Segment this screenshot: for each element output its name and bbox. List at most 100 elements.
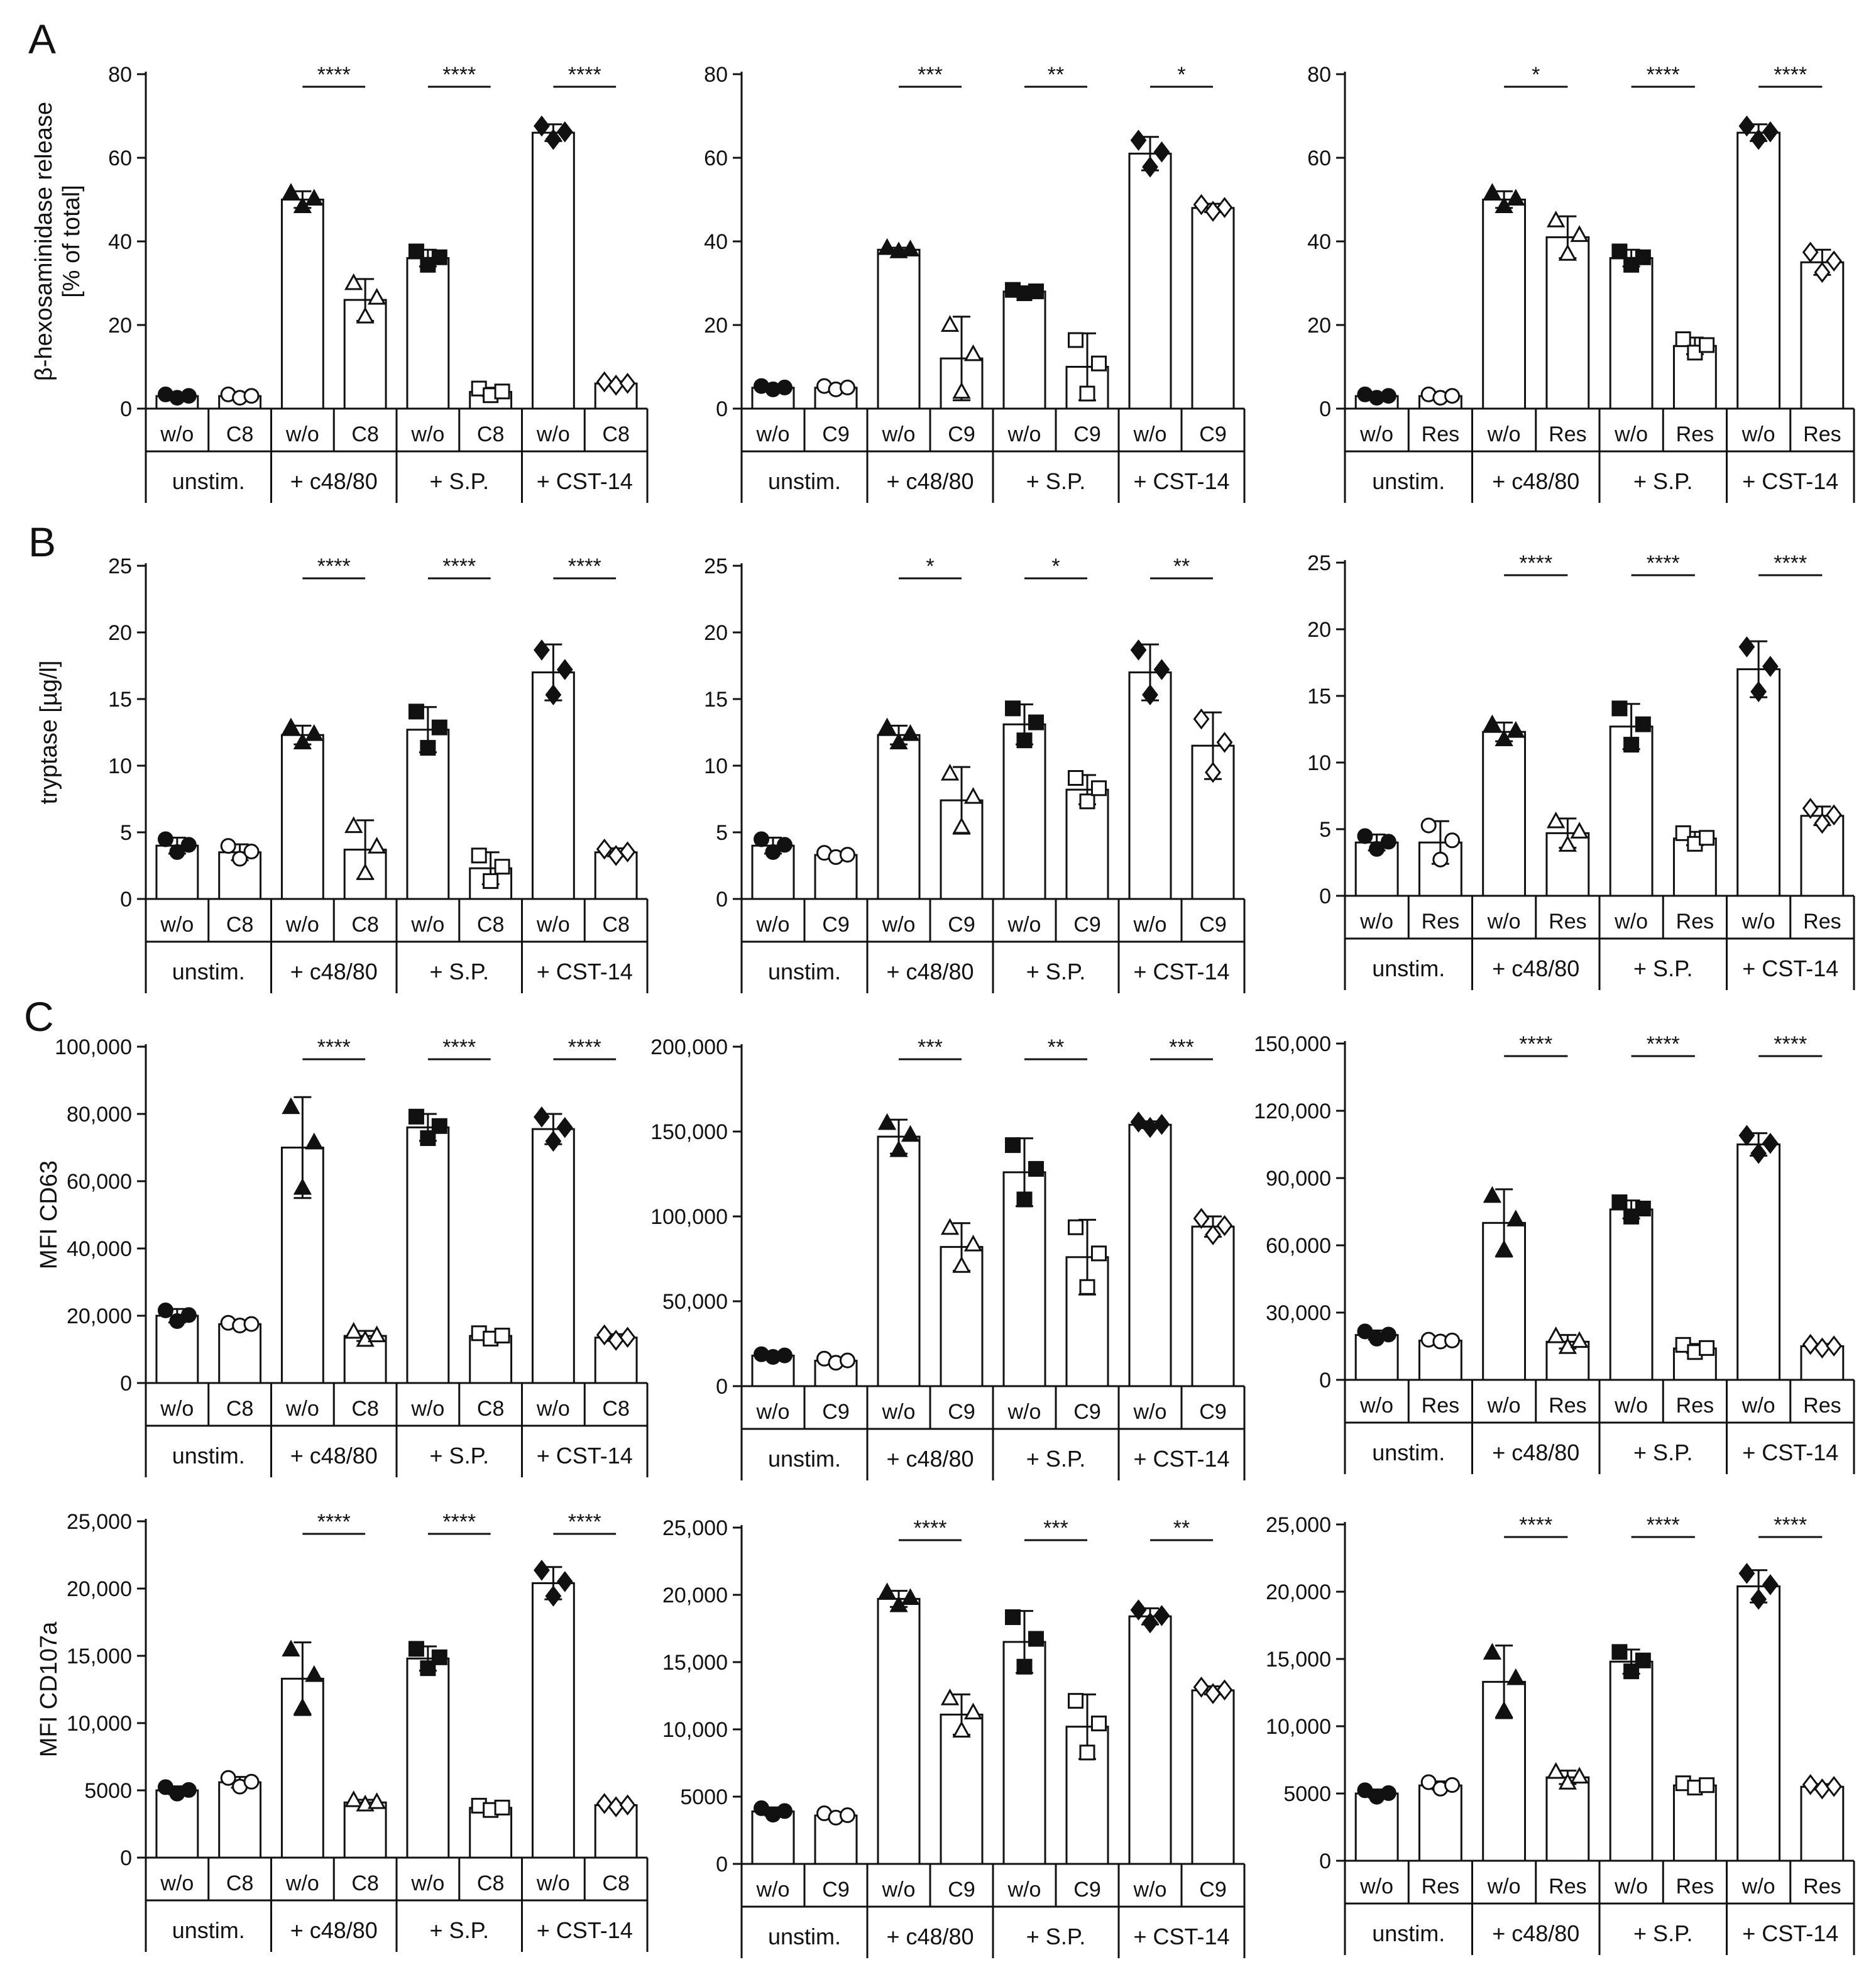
bar-group — [877, 1113, 921, 1387]
significance-label: **** — [1647, 1513, 1680, 1537]
bar-group — [1672, 331, 1717, 410]
bar-group — [343, 1790, 387, 1859]
data-point — [1495, 729, 1513, 746]
data-point — [619, 1794, 636, 1815]
x-group-label: + c48/80 — [290, 1917, 378, 1943]
data-point — [765, 844, 781, 860]
y-tick-label: 5000 — [680, 1785, 728, 1809]
x-category-label: w/o — [1487, 1394, 1521, 1418]
data-point — [367, 288, 387, 305]
x-category-label: C9 — [948, 913, 975, 937]
x-category-label: w/o — [410, 1871, 444, 1895]
x-category-label: w/o — [1133, 422, 1167, 446]
bar-group — [1800, 241, 1845, 410]
bar-group — [155, 1302, 199, 1384]
y-tick-label: 5 — [716, 821, 728, 845]
bar-group — [1545, 1326, 1590, 1381]
data-point — [420, 740, 436, 756]
bar-group — [1418, 1774, 1462, 1862]
x-group-label: + c48/80 — [886, 468, 974, 494]
data-point — [305, 1665, 324, 1682]
data-point — [1802, 1333, 1819, 1355]
bar-group — [1736, 636, 1781, 897]
bar-group — [531, 1560, 575, 1859]
y-tick-label: 0 — [120, 397, 132, 421]
bar — [1354, 1792, 1399, 1862]
data-point — [1611, 1194, 1628, 1211]
x-category-label: w/o — [756, 1878, 790, 1902]
chart-d2: 0 5000 10,000 15,000 20,000 25,000 w/o C9 w/o C9 w… — [662, 1516, 1246, 1958]
x-category-label: w/o — [410, 1397, 444, 1421]
bar-group — [1354, 386, 1399, 410]
data-point — [483, 873, 499, 890]
data-point — [1483, 183, 1502, 200]
x-category-label: C8 — [602, 1397, 629, 1421]
x-category-label: C8 — [351, 1397, 378, 1421]
bar — [531, 1582, 575, 1859]
data-point — [1738, 1563, 1755, 1584]
x-group-label: + c48/80 — [1492, 1920, 1579, 1946]
significance-label: **** — [914, 1516, 947, 1540]
x-category-label: w/o — [1742, 1394, 1775, 1418]
significance-label: * — [926, 554, 934, 578]
data-point — [545, 128, 562, 150]
x-category-label: C8 — [477, 1397, 504, 1421]
bar-group — [814, 1805, 858, 1865]
bar — [1736, 1143, 1781, 1381]
data-point — [1675, 825, 1691, 841]
bar-group — [406, 1641, 450, 1859]
data-point — [596, 1324, 613, 1346]
y-tick-label: 10 — [704, 754, 728, 778]
data-point — [1506, 720, 1525, 738]
x-category-label: w/o — [1614, 910, 1648, 934]
bar-group — [1672, 825, 1717, 897]
data-point — [1068, 1219, 1084, 1235]
bar — [877, 248, 921, 410]
data-point — [1802, 241, 1819, 263]
data-point — [1130, 1111, 1147, 1133]
data-point — [305, 724, 324, 741]
bar — [1545, 1776, 1590, 1862]
bar-group — [155, 831, 199, 900]
data-point — [157, 831, 173, 847]
data-point — [889, 1140, 908, 1157]
bar — [1191, 207, 1235, 410]
data-point — [1675, 331, 1691, 348]
data-point — [545, 1585, 562, 1607]
data-point — [431, 1649, 447, 1665]
bar-group — [751, 1346, 795, 1387]
data-point — [963, 1702, 983, 1720]
data-point — [1570, 822, 1589, 839]
data-point — [1005, 1609, 1021, 1626]
data-point — [1814, 262, 1831, 283]
significance-label: * — [1177, 63, 1185, 87]
data-point — [180, 388, 197, 404]
bar-group — [1609, 1644, 1654, 1862]
data-point — [776, 837, 793, 853]
x-group-label: + S.P. — [430, 959, 489, 984]
x-category-label: Res — [1803, 910, 1841, 934]
x-category-label: C8 — [351, 913, 378, 937]
data-point — [1005, 1137, 1021, 1154]
x-category-label: C9 — [822, 913, 849, 937]
bar-group — [877, 238, 921, 410]
bar-group — [1065, 770, 1109, 900]
data-point — [1762, 1574, 1779, 1595]
y-tick-label: 5 — [1319, 818, 1331, 842]
y-tick-label: 10,000 — [1266, 1715, 1331, 1739]
y-tick-label: 60 — [108, 146, 132, 170]
y-tick-label: 30,000 — [1266, 1301, 1331, 1325]
x-category-label: Res — [1676, 1875, 1714, 1898]
data-point — [1205, 761, 1221, 783]
bar — [1545, 236, 1590, 410]
bar — [1002, 723, 1046, 900]
data-point — [157, 1779, 173, 1795]
bar-group — [1482, 1186, 1527, 1381]
x-group-label: unstim. — [172, 468, 245, 494]
x-category-label: Res — [1549, 910, 1586, 934]
bar-group — [877, 1582, 921, 1865]
bar-group — [940, 315, 984, 410]
significance-label: *** — [918, 1035, 943, 1059]
x-category-label: C8 — [602, 913, 629, 937]
bar — [1609, 725, 1654, 897]
